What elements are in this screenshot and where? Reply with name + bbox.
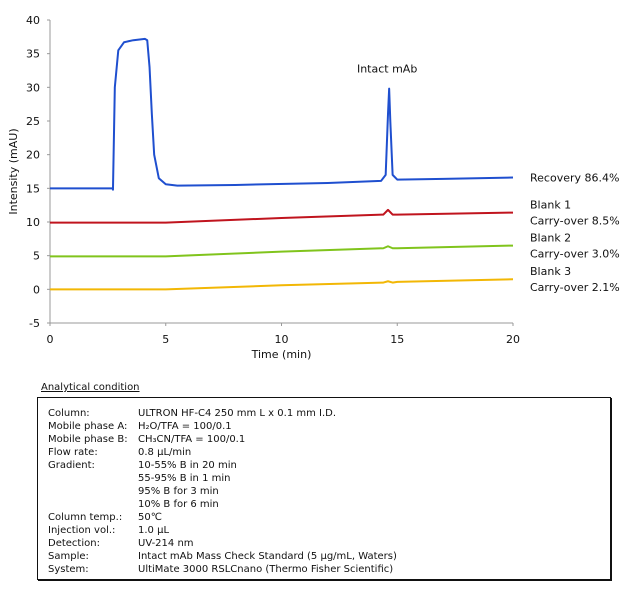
series-line-blank-1 xyxy=(50,208,514,224)
condition-value: Intact mAb Mass Check Standard (5 μg/mL,… xyxy=(138,551,397,562)
condition-row: Sample: Intact mAb Mass Check Standard (5… xyxy=(48,550,610,563)
series-label: Carry-over 2.1% xyxy=(530,281,620,294)
condition-label: Injection vol.: xyxy=(48,525,116,536)
condition-label: Mobile phase A: xyxy=(48,421,128,432)
series-line-blank-3 xyxy=(50,278,514,291)
y-tick-label: 15 xyxy=(26,182,40,195)
y-tick-label: 0 xyxy=(33,283,40,296)
y-tick-label: 25 xyxy=(26,115,40,128)
condition-value: ULTRON HF-C4 250 mm L x 0.1 mm I.D. xyxy=(138,408,337,419)
y-tick-label: 5 xyxy=(33,250,40,263)
y-tick-label: -5 xyxy=(29,317,40,330)
y-tick-label: 35 xyxy=(26,48,40,61)
x-tick-label: 15 xyxy=(390,333,404,346)
series-label: Blank 3 xyxy=(530,265,571,278)
condition-label xyxy=(48,485,138,498)
condition-row: 55-95% B in 1 min xyxy=(48,472,610,485)
series-label: Carry-over 8.5% xyxy=(530,215,620,228)
y-axis-label: Intensity (mAU) xyxy=(7,128,20,214)
condition-label xyxy=(48,472,138,485)
condition-label: Detection: xyxy=(48,538,100,549)
condition-label: System: xyxy=(48,564,89,575)
condition-label: Column: xyxy=(48,408,90,419)
y-tick-label: 30 xyxy=(26,81,40,94)
x-tick-label: 10 xyxy=(275,333,289,346)
condition-value: 1.0 μL xyxy=(138,525,170,536)
x-tick-label: 0 xyxy=(47,333,54,346)
condition-value: 0.8 μL/min xyxy=(138,447,192,458)
series-label: Blank 2 xyxy=(530,232,571,245)
series-label: Carry-over 3.0% xyxy=(530,248,620,261)
condition-row: Detection: UV-214 nm xyxy=(48,537,610,550)
series-label: Recovery 86.4% xyxy=(530,172,619,185)
condition-value: H₂O/TFA = 100/0.1 xyxy=(138,421,232,432)
series-line-blank-2 xyxy=(50,244,514,258)
condition-value: 10% B for 6 min xyxy=(138,499,219,510)
condition-title: Analytical condition xyxy=(41,382,140,393)
y-tick-label: 20 xyxy=(26,149,40,162)
condition-value: 55-95% B in 1 min xyxy=(138,473,231,484)
condition-value: 95% B for 3 min xyxy=(138,486,219,497)
condition-row: Mobile phase B: CH₃CN/TFA = 100/0.1 xyxy=(48,433,610,446)
y-tick-label: 40 xyxy=(26,14,40,27)
x-tick-label: 5 xyxy=(162,333,169,346)
condition-row: Column: ULTRON HF-C4 250 mm L x 0.1 mm I.… xyxy=(48,407,610,420)
condition-row: Mobile phase A: H₂O/TFA = 100/0.1 xyxy=(48,420,610,433)
condition-label: Column temp.: xyxy=(48,512,123,523)
y-tick-label: 10 xyxy=(26,216,40,229)
analytical-condition-box: Column: ULTRON HF-C4 250 mm L x 0.1 mm I.… xyxy=(37,397,611,580)
condition-value: CH₃CN/TFA = 100/0.1 xyxy=(138,434,246,445)
condition-value: 50℃ xyxy=(138,512,162,523)
condition-row: Gradient: 10-55% B in 20 min xyxy=(48,459,610,472)
condition-row: 95% B for 3 min xyxy=(48,485,610,498)
series-line-recovery xyxy=(50,37,514,191)
condition-label xyxy=(48,498,138,511)
series-label: Blank 1 xyxy=(530,199,571,212)
condition-value: UV-214 nm xyxy=(138,538,194,549)
condition-row: System: UltiMate 3000 RSLCnano (Thermo Fi… xyxy=(48,563,610,576)
condition-label: Flow rate: xyxy=(48,447,98,458)
condition-label: Gradient: xyxy=(48,460,95,471)
condition-row: Injection vol.: 1.0 μL xyxy=(48,524,610,537)
condition-value: 10-55% B in 20 min xyxy=(138,460,237,471)
condition-row: 10% B for 6 min xyxy=(48,498,610,511)
x-tick-label: 20 xyxy=(506,333,520,346)
condition-label: Mobile phase B: xyxy=(48,434,128,445)
condition-value: UltiMate 3000 RSLCnano (Thermo Fisher Sc… xyxy=(138,564,394,575)
condition-row: Column temp.: 50℃ xyxy=(48,511,610,524)
condition-row: Flow rate: 0.8 μL/min xyxy=(48,446,610,459)
peak-annotation: Intact mAb xyxy=(357,63,417,76)
condition-label: Sample: xyxy=(48,551,89,562)
x-axis-label: Time (min) xyxy=(251,348,312,361)
chromatogram-chart: -5 0 5 10 15 20 25 30 35 40 0 5 10 15 20 Time (min) Inte… xyxy=(7,14,620,361)
